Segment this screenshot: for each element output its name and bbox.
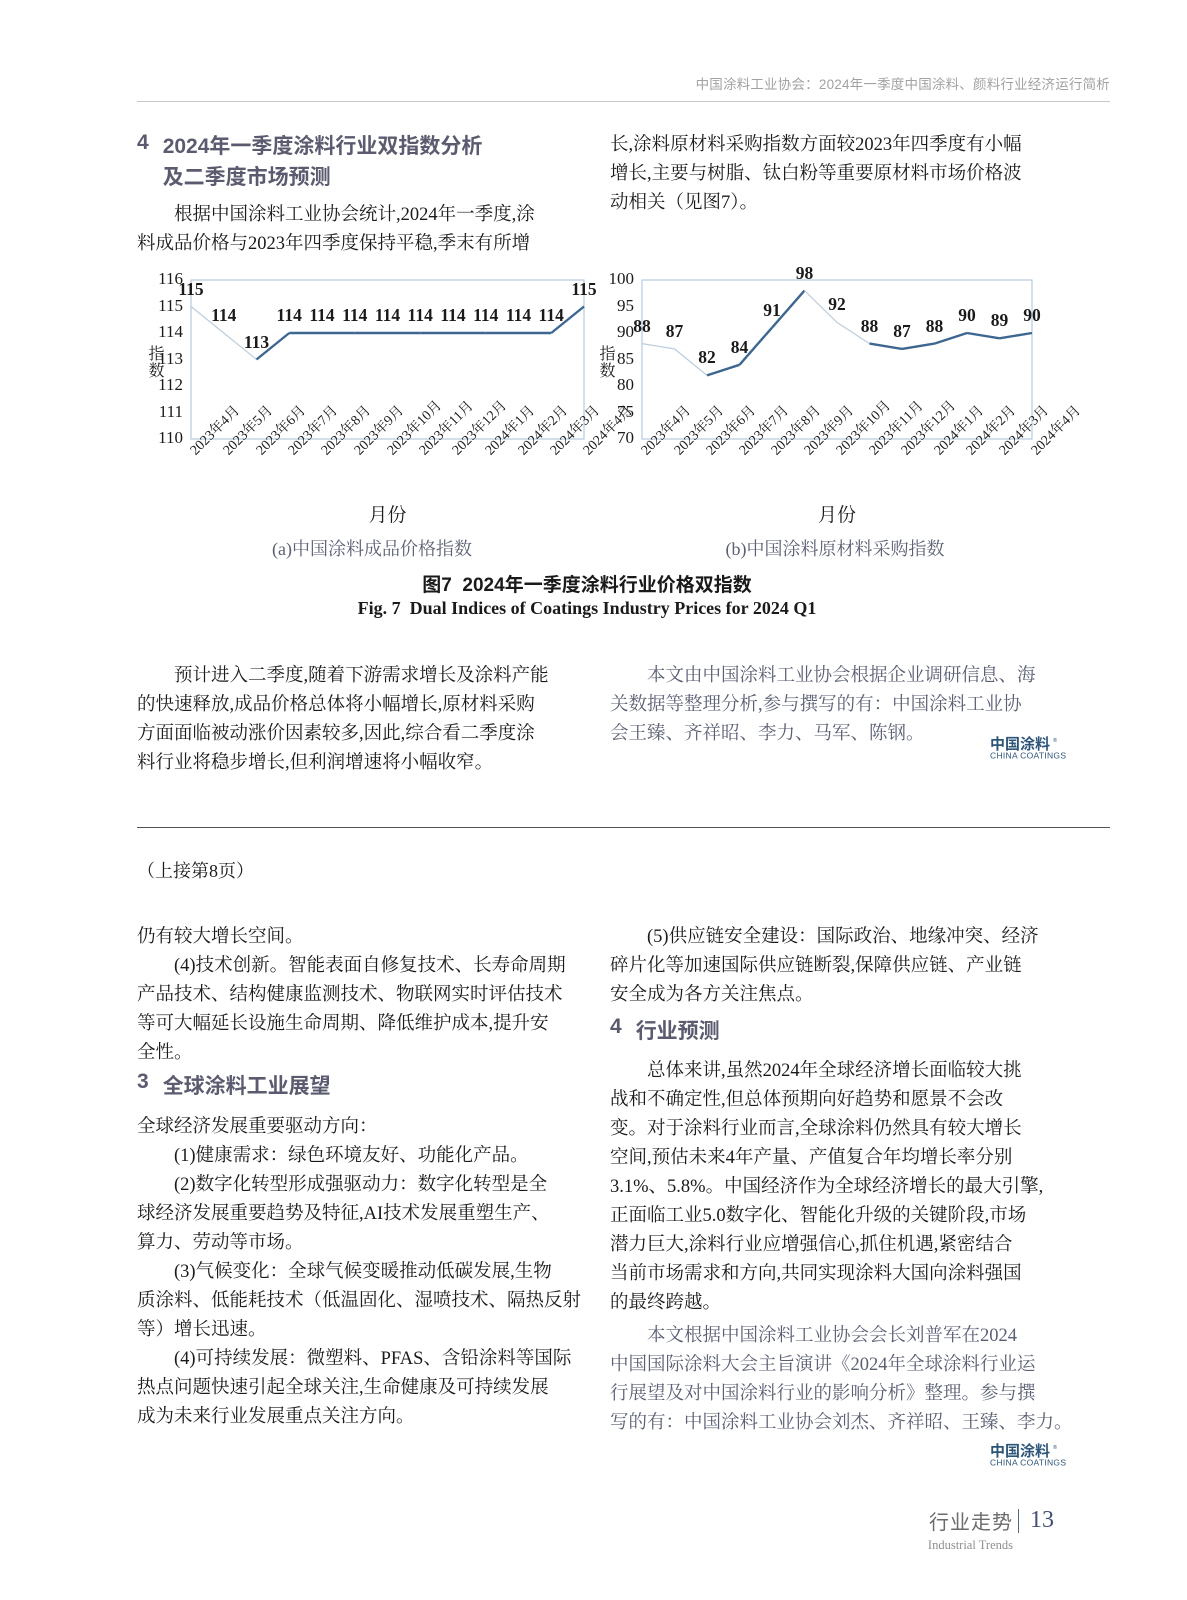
svg-text:CHINA COATINGS: CHINA COATINGS — [990, 751, 1066, 761]
svg-text:CHINA COATINGS: CHINA COATINGS — [990, 1458, 1066, 1468]
svg-text:®: ® — [1053, 737, 1057, 744]
svg-text:®: ® — [1053, 1444, 1057, 1451]
